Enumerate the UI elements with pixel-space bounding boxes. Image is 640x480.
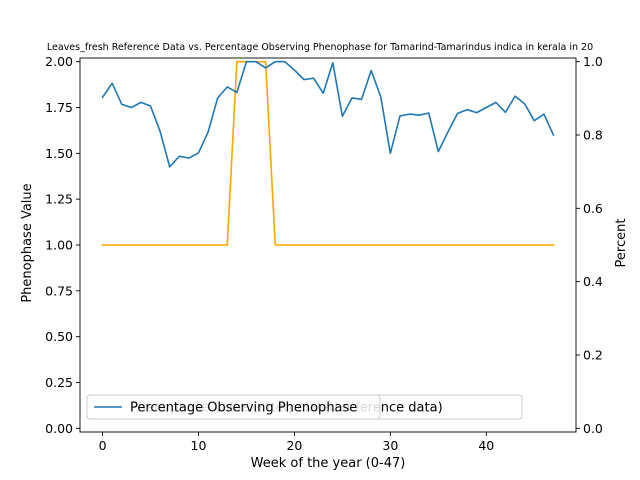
y-left-tick-label: 2.00: [45, 54, 73, 69]
y-left-tick-label: 0.50: [45, 329, 73, 344]
x-tick-label: 30: [382, 438, 398, 453]
x-tick-label: 10: [191, 438, 207, 453]
legend: Phenophase Value (interpolated reference…: [86, 394, 523, 420]
plot-layer: [101, 60, 555, 246]
y-right-tick-label: 1.0: [583, 54, 603, 69]
legend-entry-0: Percentage Observing Phenophase: [86, 394, 381, 420]
y-right-tick-label: 0.0: [583, 421, 603, 436]
y-axis-label-left: Phenophase Value: [20, 183, 35, 302]
y-right-tick-label: 0.4: [583, 274, 603, 289]
chart-title: Leaves_fresh Reference Data vs. Percenta…: [47, 42, 593, 53]
y-left-tick-label: 1.00: [45, 238, 73, 253]
axes-layer: 0 10 20 30 40 0.00 0.25 0.50 0.75 1.00 1.25 1.50 1.7…: [45, 54, 603, 453]
y-right-tick-label: 0.6: [583, 201, 603, 216]
series-line-1: [101, 60, 555, 168]
y-left-tick-label: 1.50: [45, 146, 73, 161]
x-tick-label: 0: [99, 438, 107, 453]
x-tick-label: 20: [286, 438, 302, 453]
y-left-tick-label: 0.00: [45, 421, 73, 436]
y-left-tick-label: 1.75: [45, 100, 73, 115]
y-left-tick-label: 0.25: [45, 375, 73, 390]
x-axis-label: Week of the year (0-47): [251, 456, 406, 471]
x-tick-label: 40: [478, 438, 494, 453]
y-left-tick-label: 0.75: [45, 283, 73, 298]
y-right-tick-label: 0.2: [583, 348, 603, 363]
series-line-0: [101, 60, 555, 246]
y-left-tick-label: 1.25: [45, 192, 73, 207]
legend-label: Percentage Observing Phenophase: [130, 401, 357, 416]
legend-box: [86, 394, 381, 420]
y-axis-label-right: Percent: [614, 219, 629, 268]
y-right-tick-label: 0.8: [583, 128, 603, 143]
